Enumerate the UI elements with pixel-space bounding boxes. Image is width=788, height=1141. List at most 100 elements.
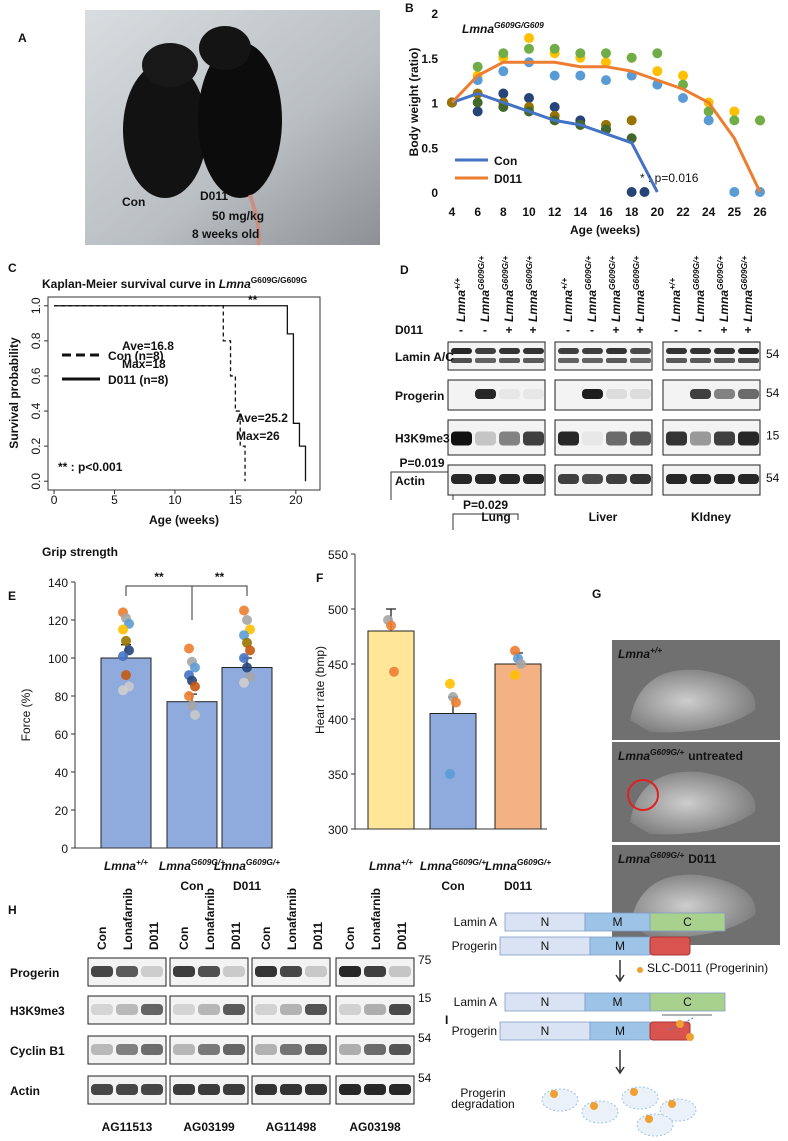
data-point	[242, 637, 252, 648]
text-part: Lmna	[618, 852, 650, 866]
survival-curve	[54, 305, 246, 482]
series-line	[450, 60, 762, 193]
lane-label: D011	[311, 922, 325, 950]
band	[738, 348, 759, 354]
y-tick-label: 140	[48, 576, 68, 590]
text-part: Lmna	[420, 859, 452, 873]
x-tick-label: LmnaG609G/+	[485, 857, 551, 873]
y-tick-label: 80	[55, 690, 69, 704]
data-point	[245, 645, 255, 656]
superscript: G609G/+	[476, 256, 486, 290]
superscript: G609G/+	[500, 256, 510, 290]
row-label: Progerin	[10, 966, 59, 980]
significance-label: P=0.029	[463, 498, 508, 512]
mouse	[198, 42, 282, 198]
data-point	[652, 48, 663, 59]
superscript: G609G/+	[524, 256, 534, 290]
data-point	[445, 769, 455, 779]
text-part: Lmna	[561, 290, 575, 322]
x-tick-label: LmnaG609G/+	[214, 857, 280, 873]
superscript: G609G/+	[607, 256, 617, 290]
arrow	[615, 1050, 625, 1075]
y-tick-label: 0.6	[29, 367, 43, 384]
band	[389, 1084, 411, 1095]
treatment-sign: +	[636, 323, 643, 337]
mw-label: 54	[766, 347, 780, 361]
treatment-sign: -	[674, 323, 678, 337]
superscript: G609G/+	[650, 747, 684, 757]
band	[558, 348, 579, 354]
mw-label: 54	[418, 1031, 432, 1045]
drug-icon	[686, 1033, 694, 1041]
data-point	[510, 645, 520, 656]
data-point	[472, 61, 483, 72]
band	[630, 431, 651, 446]
panel-label: G	[592, 587, 601, 601]
superscript: G609G/G609	[494, 20, 544, 30]
band	[451, 431, 472, 446]
data-point	[118, 685, 128, 696]
cell-line-label: AG03199	[183, 1120, 235, 1134]
treatment-sign: +	[505, 323, 512, 337]
data-point	[118, 651, 128, 662]
data-point	[729, 187, 740, 197]
data-point	[187, 700, 197, 711]
band	[305, 1004, 327, 1015]
xray-label: LmnaG609G/+ D011	[618, 850, 717, 866]
band	[198, 1044, 220, 1055]
band	[173, 1044, 195, 1055]
superscript: G609G/+	[739, 256, 749, 290]
drug-label: SLC-D011 (Progerinin)	[647, 961, 768, 975]
significance-label: **	[154, 570, 164, 584]
band	[389, 966, 411, 977]
outcome-label: degradation	[451, 1097, 514, 1111]
band	[364, 1004, 386, 1015]
blot-frame	[554, 379, 653, 411]
text-part: Lmna	[104, 859, 136, 873]
lane-label: Lmna+/+	[452, 278, 468, 322]
y-tick-label: 20	[55, 804, 69, 818]
tail	[248, 194, 261, 246]
band	[223, 1044, 245, 1055]
text-part: Lmna	[485, 859, 517, 873]
band	[558, 474, 579, 484]
skull	[630, 669, 756, 733]
band	[280, 966, 302, 977]
text-part: Lmna	[585, 290, 599, 322]
band	[339, 1084, 361, 1095]
band	[523, 348, 544, 354]
text-part: Kaplan-Meier survival curve in	[42, 277, 219, 291]
mw-label: 54	[418, 1071, 432, 1085]
text-part: Lmna	[526, 290, 540, 322]
text-part: Lmna	[462, 22, 494, 36]
band	[714, 474, 735, 484]
domain-label: M	[613, 995, 623, 1009]
bar	[367, 630, 415, 830]
drug-icon	[668, 1100, 676, 1108]
data-point	[498, 66, 509, 77]
band	[451, 474, 472, 484]
domain-label: M	[613, 915, 623, 929]
x-tick-label: 10	[522, 205, 536, 219]
protein-label: Lamin A	[454, 915, 497, 929]
band	[141, 1084, 163, 1095]
band	[173, 966, 195, 977]
superscript: G609G/+	[517, 857, 551, 867]
data-point	[549, 43, 560, 54]
band	[141, 1044, 163, 1055]
y-tick-label: 1	[431, 97, 438, 111]
lane-label: LmnaG609G/+	[583, 256, 599, 322]
survival-curve	[54, 305, 307, 482]
tissue-label: Lung	[481, 510, 510, 524]
data-point	[601, 75, 611, 86]
band	[666, 474, 687, 484]
band	[630, 358, 651, 363]
superscript: G609G/+	[246, 857, 280, 867]
arrow	[615, 960, 625, 983]
band	[198, 1004, 220, 1015]
outcome-label: Progerin	[460, 1086, 505, 1100]
domain-label: N	[541, 915, 550, 929]
text-part: Lmna	[478, 290, 492, 322]
band	[173, 1004, 195, 1015]
band	[116, 966, 138, 977]
